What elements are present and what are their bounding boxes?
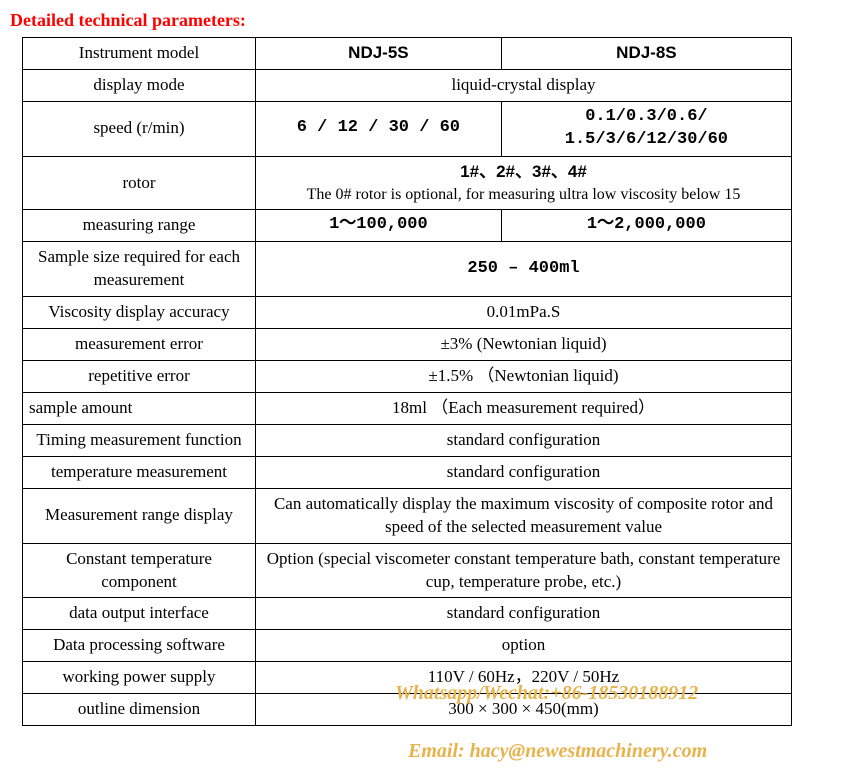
param-value: standard configuration [256, 598, 792, 630]
header-cell: Instrument model [23, 38, 256, 70]
parameters-table: Instrument model NDJ-5S NDJ-8S display m… [22, 37, 792, 726]
param-label: measurement error [23, 329, 256, 361]
param-value: Can automatically display the maximum vi… [256, 488, 792, 543]
table-row: Viscosity display accuracy 0.01mPa.S [23, 297, 792, 329]
param-value: 1#、2#、3#、4# The 0# rotor is optional, fo… [256, 156, 792, 210]
param-value: Option (special viscometer constant temp… [256, 543, 792, 598]
rotor-main: 1#、2#、3#、4# [262, 161, 785, 184]
speed-line1: 0.1/0.3/0.6/ [585, 107, 707, 126]
param-label: repetitive error [23, 360, 256, 392]
param-label: Viscosity display accuracy [23, 297, 256, 329]
table-row: Timing measurement function standard con… [23, 424, 792, 456]
param-label: working power supply [23, 662, 256, 694]
param-value: 1～100,000 [256, 210, 502, 242]
param-value: standard configuration [256, 424, 792, 456]
param-label: Measurement range display [23, 488, 256, 543]
param-value: standard configuration [256, 456, 792, 488]
table-row: rotor 1#、2#、3#、4# The 0# rotor is option… [23, 156, 792, 210]
param-value: 0.1/0.3/0.6/ 1.5/3/6/12/30/60 [501, 101, 791, 156]
table-row: data output interface standard configura… [23, 598, 792, 630]
param-label: Data processing software [23, 630, 256, 662]
table-row: display mode liquid-crystal display [23, 69, 792, 101]
table-row: Constant temperature component Option (s… [23, 543, 792, 598]
param-value: 1～2,000,000 [501, 210, 791, 242]
table-row: sample amount 18ml （Each measurement req… [23, 392, 792, 424]
table-row: working power supply 110V / 60Hz，220V / … [23, 662, 792, 694]
page-title: Detailed technical parameters: [10, 10, 838, 31]
param-value: 0.01mPa.S [256, 297, 792, 329]
table-row: Measurement range display Can automatica… [23, 488, 792, 543]
param-value: option [256, 630, 792, 662]
param-label: display mode [23, 69, 256, 101]
table-row: repetitive error ±1.5% （Newtonian liquid… [23, 360, 792, 392]
param-label: speed (r/min) [23, 101, 256, 156]
table-row: speed (r/min) 6 / 12 / 30 / 60 0.1/0.3/0… [23, 101, 792, 156]
table-row: temperature measurement standard configu… [23, 456, 792, 488]
table-row: Instrument model NDJ-5S NDJ-8S [23, 38, 792, 70]
param-value: ±1.5% （Newtonian liquid) [256, 360, 792, 392]
param-value: 110V / 60Hz，220V / 50Hz [256, 662, 792, 694]
table-row: Data processing software option [23, 630, 792, 662]
param-label: temperature measurement [23, 456, 256, 488]
param-label: sample amount [23, 392, 256, 424]
header-cell: NDJ-8S [501, 38, 791, 70]
watermark-line2: Email: hacy@newestmachinery.com [408, 740, 707, 763]
rotor-sub: The 0# rotor is optional, for measuring … [262, 184, 785, 206]
param-label: rotor [23, 156, 256, 210]
param-label: measuring range [23, 210, 256, 242]
param-label: Constant temperature component [23, 543, 256, 598]
table-row: Sample size required for each measuremen… [23, 242, 792, 297]
param-value: 18ml （Each measurement required） [256, 392, 792, 424]
param-label: outline dimension [23, 694, 256, 726]
param-value: 6 / 12 / 30 / 60 [256, 101, 502, 156]
header-cell: NDJ-5S [256, 38, 502, 70]
table-row: measuring range 1～100,000 1～2,000,000 [23, 210, 792, 242]
param-value: 250 – 400ml [256, 242, 792, 297]
param-label: Sample size required for each measuremen… [23, 242, 256, 297]
param-label: data output interface [23, 598, 256, 630]
speed-line2: 1.5/3/6/12/30/60 [565, 130, 728, 149]
param-value: 300 × 300 × 450(mm) [256, 694, 792, 726]
table-row: outline dimension 300 × 300 × 450(mm) [23, 694, 792, 726]
table-row: measurement error ±3% (Newtonian liquid) [23, 329, 792, 361]
param-value: ±3% (Newtonian liquid) [256, 329, 792, 361]
param-label: Timing measurement function [23, 424, 256, 456]
param-value: liquid-crystal display [256, 69, 792, 101]
